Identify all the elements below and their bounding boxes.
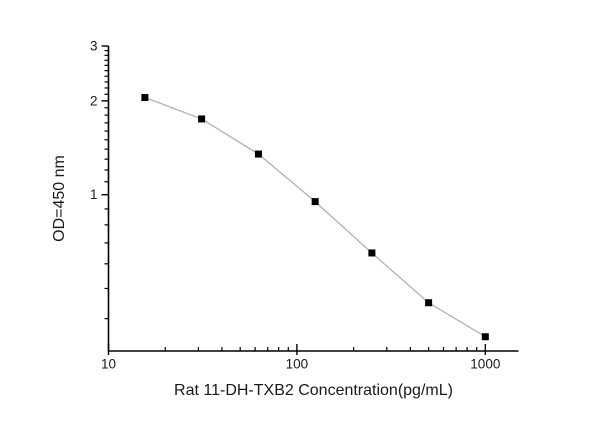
x-axis-label: Rat 11-DH-TXB2 Concentration(pg/mL) xyxy=(174,382,453,399)
curve-line xyxy=(144,96,486,338)
x-tick-label: 100 xyxy=(286,357,309,372)
data-point-marker xyxy=(141,94,149,102)
data-point-marker xyxy=(311,198,319,206)
data-point-marker xyxy=(254,150,262,158)
y-tick-label: 2 xyxy=(90,93,98,108)
x-tick-label: 10 xyxy=(101,357,116,372)
data-point-marker xyxy=(481,333,489,341)
data-point-marker xyxy=(368,249,376,257)
data-point-marker xyxy=(425,299,433,307)
x-tick-label: 1000 xyxy=(470,357,500,372)
y-axis-label: OD=450 nm xyxy=(51,155,68,242)
y-tick-label: 3 xyxy=(90,39,98,54)
y-tick-label: 1 xyxy=(90,187,98,202)
data-point-marker xyxy=(198,115,206,123)
